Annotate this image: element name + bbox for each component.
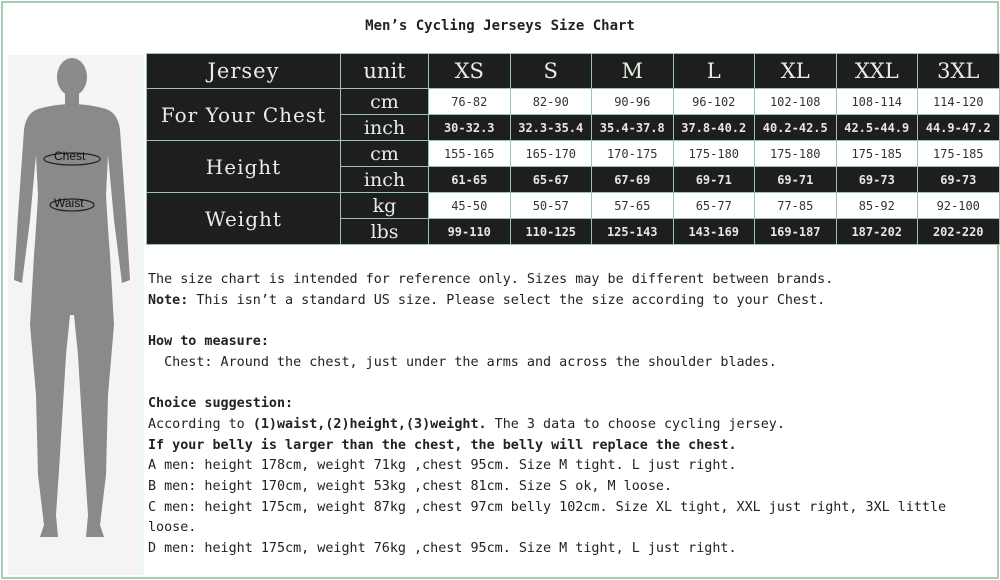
row-group-label: For Your Chest	[146, 88, 341, 141]
value-cell: 37.8-40.2	[672, 114, 755, 141]
notes-section: The size chart is intended for reference…	[148, 270, 998, 560]
value-cell: 175-185	[917, 140, 1000, 167]
value-cell: 65-67	[509, 166, 592, 193]
measure-heading: How to measure:	[148, 334, 269, 350]
value-cell: 35.4-37.8	[591, 114, 674, 141]
header-jersey: Jersey	[146, 53, 341, 89]
value-cell: 170-175	[591, 140, 674, 167]
example-c: C men: height 175cm, weight 87kg ,chest …	[148, 499, 955, 536]
page-title: Men’s Cycling Jerseys Size Chart	[365, 18, 635, 34]
value-cell: 99-110	[428, 218, 511, 245]
value-cell: 175-185	[835, 140, 918, 167]
table-row: lbs 99-110 110-125 125-143 143-169 169-187 187…	[147, 218, 1000, 245]
note-label: Note:	[148, 292, 189, 308]
value-cell: 187-202	[835, 218, 918, 245]
choice-criteria: (1)waist,(2)height,(3)weight.	[252, 416, 487, 432]
value-cell: 69-71	[754, 166, 837, 193]
example-b: B men: height 170cm, weight 53kg ,chest …	[148, 479, 673, 494]
value-cell: 96-102	[672, 88, 755, 115]
waist-label: Waist	[54, 196, 84, 210]
unit-cell: kg	[340, 192, 429, 219]
value-cell: 32.3-35.4	[509, 114, 592, 141]
value-cell: 165-170	[509, 140, 592, 167]
value-cell: 85-92	[835, 192, 918, 219]
header-size: XXL	[835, 53, 918, 89]
table-header-row: Jersey unit XS S M L XL XXL 3XL	[146, 53, 1000, 89]
value-cell: 42.5-44.9	[835, 114, 918, 141]
table-row: inch 61-65 65-67 67-69 69-71 69-71 69-73 69-73	[147, 166, 1000, 193]
value-cell: 45-50	[428, 192, 511, 219]
disclaimer-text: The size chart is intended for reference…	[148, 272, 834, 287]
value-cell: 143-169	[672, 218, 755, 245]
value-cell: 69-73	[835, 166, 918, 193]
value-cell: 44.9-47.2	[917, 114, 1000, 141]
value-cell: 61-65	[428, 166, 511, 193]
value-cell: 202-220	[917, 218, 1000, 245]
choice-line: According to (1)waist,(2)height,(3)weigh…	[148, 415, 998, 436]
choice-heading: Choice suggestion:	[148, 396, 294, 412]
header-size: M	[591, 53, 674, 89]
value-cell: 175-180	[672, 140, 755, 167]
note-text: This isn’t a standard US size. Please se…	[188, 292, 826, 308]
value-cell: 76-82	[428, 88, 511, 115]
unit-cell: cm	[340, 140, 429, 167]
value-cell: 77-85	[754, 192, 837, 219]
example-d: D men: height 175cm, weight 76kg ,chest …	[148, 541, 737, 557]
choice-suffix: The 3 data to choose cycling jersey.	[486, 416, 785, 432]
value-cell: 82-90	[509, 88, 592, 115]
header-unit: unit	[340, 53, 429, 89]
chest-label: Chest	[54, 149, 86, 163]
value-cell: 108-114	[835, 88, 918, 115]
value-cell: 155-165	[428, 140, 511, 167]
table-row: Weight kg 45-50 50-57 57-65 65-77 77-85 85-92 92…	[146, 192, 1000, 245]
value-cell: 65-77	[672, 192, 755, 219]
value-cell: 169-187	[754, 218, 837, 245]
measure-text: Chest: Around the chest, just under the …	[148, 354, 777, 370]
value-cell: 69-71	[672, 166, 755, 193]
value-cell: 110-125	[509, 218, 592, 245]
value-cell: 50-57	[509, 192, 592, 219]
size-table: Jersey unit XS S M L XL XXL 3XL For Your…	[146, 53, 1000, 245]
unit-cell: inch	[340, 166, 429, 193]
row-group-label: Weight	[146, 192, 341, 245]
value-cell: 40.2-42.5	[754, 114, 837, 141]
value-cell: 57-65	[591, 192, 674, 219]
body-silhouette-icon: Chest Waist	[14, 58, 130, 537]
unit-cell: lbs	[340, 218, 429, 245]
header-size: XL	[754, 53, 837, 89]
value-cell: 125-143	[591, 218, 674, 245]
value-cell: 30-32.3	[428, 114, 511, 141]
note-line: Note: This isn’t a standard US size. Ple…	[148, 291, 998, 312]
header-size: XS	[428, 53, 511, 89]
header-size: 3XL	[917, 53, 1000, 89]
body-figure: Chest Waist	[8, 55, 144, 575]
value-cell: 102-108	[754, 88, 837, 115]
value-cell: 67-69	[591, 166, 674, 193]
example-a: A men: height 178cm, weight 71kg ,chest …	[148, 458, 737, 474]
unit-cell: cm	[340, 88, 429, 115]
header-size: S	[509, 53, 592, 89]
table-row: For Your Chest cm 76-82 82-90 90-96 96-102 102…	[146, 88, 1000, 141]
belly-rule: If your belly is larger than the chest, …	[148, 437, 737, 453]
value-cell: 92-100	[917, 192, 1000, 219]
row-group-label: Height	[146, 140, 341, 193]
unit-cell: inch	[340, 114, 429, 141]
table-row: Height cm 155-165 165-170 170-175 175-180 175-…	[146, 140, 1000, 193]
value-cell: 114-120	[917, 88, 1000, 115]
value-cell: 90-96	[591, 88, 674, 115]
choice-prefix: According to	[148, 416, 253, 432]
value-cell: 69-73	[917, 166, 1000, 193]
header-size: L	[672, 53, 755, 89]
value-cell: 175-180	[754, 140, 837, 167]
